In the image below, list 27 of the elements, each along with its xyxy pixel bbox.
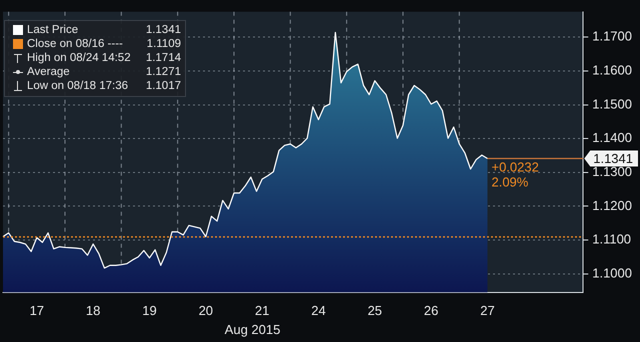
x-tick-label: 18 <box>86 302 100 318</box>
text: Average 1.1271 <box>27 66 181 78</box>
text: High on 08/24 14:52 1.1714 <box>27 52 181 64</box>
y-tick-label: 1.1300 <box>592 164 632 179</box>
y-tick-label: 1.1000 <box>592 265 632 280</box>
annotation: +0.0232 <box>491 160 539 175</box>
text: Low on 08/18 17:36 1.1017 <box>27 80 181 92</box>
annotation: 2.09% <box>491 174 529 190</box>
x-tick-label: 25 <box>368 302 382 318</box>
ref-line-label: 1.1341 <box>593 151 634 166</box>
x-tick-label: 24 <box>311 302 326 318</box>
y-tick-label: 1.1200 <box>592 198 632 213</box>
y-tick-label: 1.1500 <box>592 96 632 112</box>
y-tick-label: 1.1600 <box>592 62 632 78</box>
x-tick-label: 20 <box>198 302 214 318</box>
text: Close on 08/16 ---- 1.1109 <box>27 38 181 50</box>
x-tick-label: 26 <box>424 302 438 318</box>
x-tick-label: 27 <box>480 302 495 318</box>
legend-label: Last Price <box>27 24 80 36</box>
x-axis-title: Aug 2015 <box>224 322 280 338</box>
x-tick-label: 19 <box>142 302 157 318</box>
y-tick-label: 1.1700 <box>592 28 632 44</box>
x-tick-label: 21 <box>254 302 270 318</box>
annotation: 1.1341 <box>146 24 181 36</box>
y-tick-label: 1.1400 <box>592 130 632 146</box>
y-tick-label: 1.1100 <box>592 232 632 247</box>
x-tick-label: 17 <box>30 302 44 318</box>
